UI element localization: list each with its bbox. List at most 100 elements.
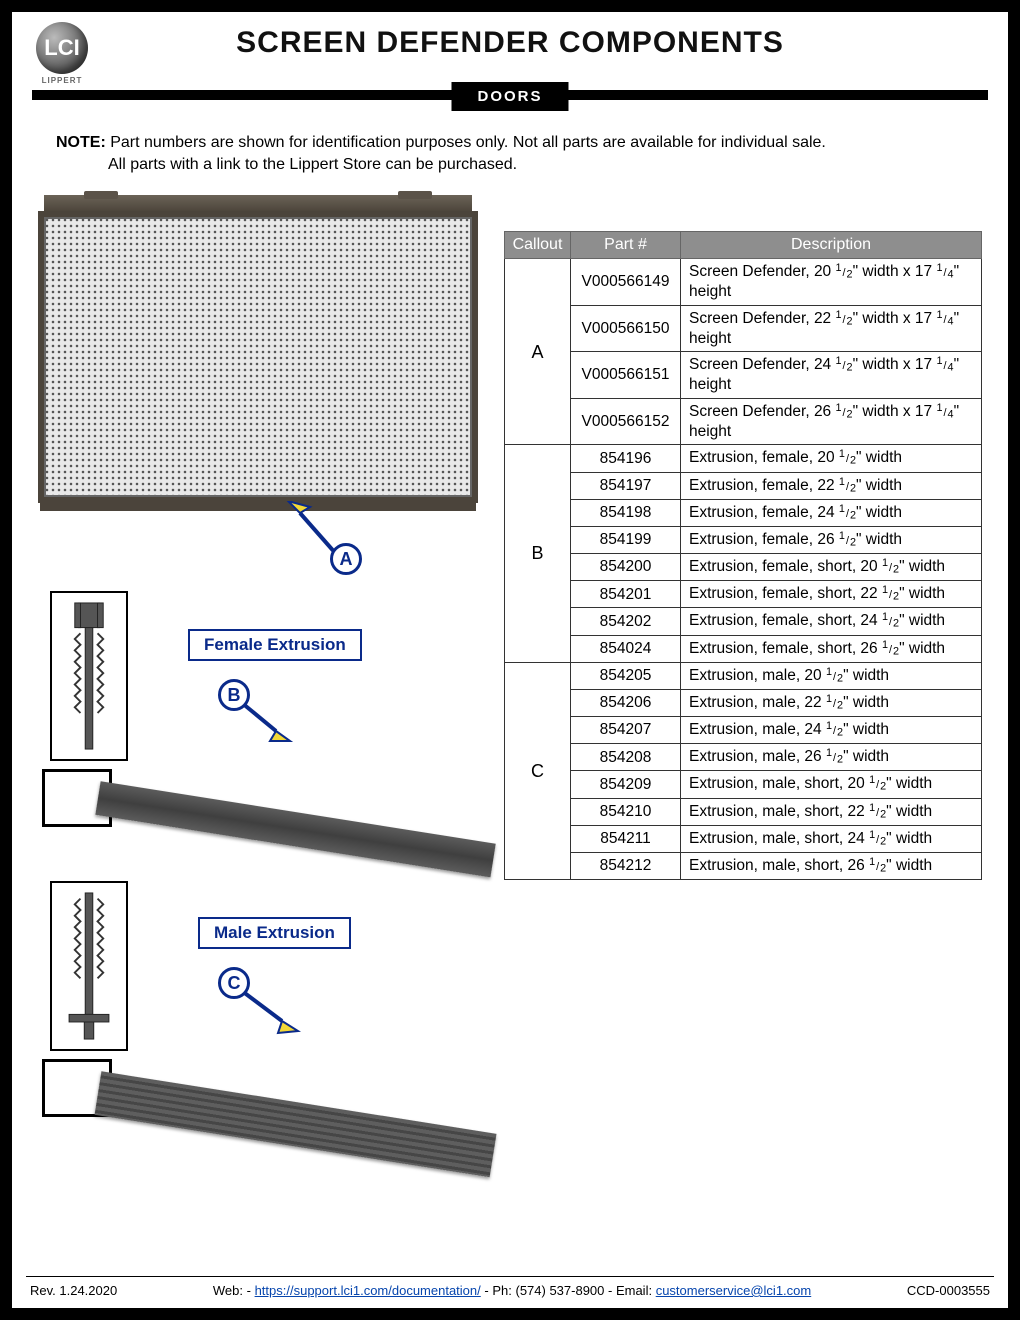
table-row: 854200Extrusion, female, short, 20 1/2" … — [505, 554, 982, 581]
section-stripe: DOORS — [32, 82, 988, 114]
table-row: 854211Extrusion, male, short, 24 1/2" wi… — [505, 825, 982, 852]
footer-phone-label: - Ph: — [484, 1283, 511, 1298]
part-description: Screen Defender, 22 1/2" width x 17 1/4"… — [681, 305, 982, 352]
note-label: NOTE: — [56, 134, 106, 151]
col-part: Part # — [571, 232, 681, 259]
part-description: Screen Defender, 20 1/2" width x 17 1/4"… — [681, 259, 982, 306]
table-body: AV000566149Screen Defender, 20 1/2" widt… — [505, 259, 982, 880]
part-number: 854200 — [571, 554, 681, 581]
part-description: Extrusion, male, short, 24 1/2" width — [681, 825, 982, 852]
part-description: Extrusion, male, short, 22 1/2" width — [681, 798, 982, 825]
table-row: V000566150Screen Defender, 22 1/2" width… — [505, 305, 982, 352]
part-number: 854024 — [571, 635, 681, 662]
part-description: Extrusion, male, short, 26 1/2" width — [681, 852, 982, 879]
parts-table-wrap: Callout Part # Description AV000566149Sc… — [504, 191, 982, 1276]
table-row: 854202Extrusion, female, short, 24 1/2" … — [505, 608, 982, 635]
page: LCI LIPPERT SCREEN DEFENDER COMPONENTS D… — [12, 12, 1008, 1308]
callout-cell: B — [505, 445, 571, 662]
section-badge: DOORS — [451, 82, 568, 111]
table-row: AV000566149Screen Defender, 20 1/2" widt… — [505, 259, 982, 306]
part-description: Extrusion, male, short, 20 1/2" width — [681, 771, 982, 798]
col-callout: Callout — [505, 232, 571, 259]
table-row: 854198Extrusion, female, 24 1/2" width — [505, 499, 982, 526]
male-label: Male Extrusion — [198, 917, 351, 949]
part-number: 854211 — [571, 825, 681, 852]
footer-email-link[interactable]: customerservice@lci1.com — [656, 1283, 812, 1298]
table-row: 854212Extrusion, male, short, 26 1/2" wi… — [505, 852, 982, 879]
screen-defender-figure — [38, 195, 478, 515]
diagram-panel: A Female Extrusi — [38, 191, 494, 1276]
part-number: 854208 — [571, 744, 681, 771]
main-area: A Female Extrusi — [38, 191, 982, 1276]
part-description: Extrusion, female, short, 24 1/2" width — [681, 608, 982, 635]
part-number: V000566149 — [571, 259, 681, 306]
male-profile — [50, 881, 128, 1051]
part-description: Extrusion, female, short, 26 1/2" width — [681, 635, 982, 662]
part-number: 854209 — [571, 771, 681, 798]
part-number: 854199 — [571, 526, 681, 553]
part-number: 854196 — [571, 445, 681, 472]
note-line1: Part numbers are shown for identificatio… — [110, 134, 826, 151]
table-row: 854208Extrusion, male, 26 1/2" width — [505, 744, 982, 771]
callout-cell: A — [505, 259, 571, 445]
table-row: 854199Extrusion, female, 26 1/2" width — [505, 526, 982, 553]
part-number: V000566150 — [571, 305, 681, 352]
callout-a: A — [330, 543, 362, 575]
col-desc: Description — [681, 232, 982, 259]
table-row: 854024Extrusion, female, short, 26 1/2" … — [505, 635, 982, 662]
footer-doc: CCD-0003555 — [907, 1283, 990, 1298]
note-text: NOTE: Part numbers are shown for identif… — [38, 132, 982, 181]
logo-mark: LCI — [36, 22, 88, 74]
part-number: 854197 — [571, 472, 681, 499]
part-description: Extrusion, female, short, 20 1/2" width — [681, 554, 982, 581]
female-profile — [50, 591, 128, 761]
part-number: 854198 — [571, 499, 681, 526]
part-description: Screen Defender, 26 1/2" width x 17 1/4"… — [681, 398, 982, 445]
footer-web-link[interactable]: https://support.lci1.com/documentation/ — [255, 1283, 481, 1298]
part-description: Extrusion, male, 20 1/2" width — [681, 662, 982, 689]
footer-center: Web: - https://support.lci1.com/document… — [127, 1283, 897, 1298]
table-row: 854209Extrusion, male, short, 20 1/2" wi… — [505, 771, 982, 798]
table-row: 854207Extrusion, male, 24 1/2" width — [505, 717, 982, 744]
part-description: Extrusion, male, 22 1/2" width — [681, 689, 982, 716]
table-row: V000566152Screen Defender, 26 1/2" width… — [505, 398, 982, 445]
content: NOTE: Part numbers are shown for identif… — [12, 114, 1008, 1276]
table-header-row: Callout Part # Description — [505, 232, 982, 259]
female-extrusion-bar — [95, 781, 495, 877]
page-title: SCREEN DEFENDER COMPONENTS — [32, 26, 988, 60]
part-number: 854205 — [571, 662, 681, 689]
callout-b: B — [218, 679, 250, 711]
part-number: 854206 — [571, 689, 681, 716]
part-description: Extrusion, female, short, 22 1/2" width — [681, 581, 982, 608]
screen-mesh — [38, 211, 478, 503]
table-row: V000566151Screen Defender, 24 1/2" width… — [505, 352, 982, 399]
screen-bottom-bar — [40, 503, 476, 511]
callout-c: C — [218, 967, 250, 999]
header: LCI LIPPERT SCREEN DEFENDER COMPONENTS D… — [12, 12, 1008, 114]
footer-web-label: Web: - — [213, 1283, 251, 1298]
parts-table: Callout Part # Description AV000566149Sc… — [504, 231, 982, 880]
part-number: V000566151 — [571, 352, 681, 399]
male-extrusion-bar — [95, 1071, 497, 1177]
part-number: 854201 — [571, 581, 681, 608]
footer-rev: Rev. 1.24.2020 — [30, 1283, 117, 1298]
part-description: Extrusion, male, 26 1/2" width — [681, 744, 982, 771]
footer: Rev. 1.24.2020 Web: - https://support.lc… — [26, 1276, 994, 1300]
part-description: Extrusion, female, 24 1/2" width — [681, 499, 982, 526]
part-number: 854202 — [571, 608, 681, 635]
table-row: 854206Extrusion, male, 22 1/2" width — [505, 689, 982, 716]
part-number: 854207 — [571, 717, 681, 744]
part-description: Extrusion, female, 22 1/2" width — [681, 472, 982, 499]
note-line2: All parts with a link to the Lippert Sto… — [56, 154, 964, 176]
table-row: 854210Extrusion, male, short, 22 1/2" wi… — [505, 798, 982, 825]
part-number: 854210 — [571, 798, 681, 825]
part-description: Screen Defender, 24 1/2" width x 17 1/4"… — [681, 352, 982, 399]
part-description: Extrusion, female, 26 1/2" width — [681, 526, 982, 553]
footer-email-label: - Email: — [608, 1283, 652, 1298]
screen-top-bar — [44, 195, 472, 211]
female-label: Female Extrusion — [188, 629, 362, 661]
table-row: B854196Extrusion, female, 20 1/2" width — [505, 445, 982, 472]
part-description: Extrusion, male, 24 1/2" width — [681, 717, 982, 744]
part-number: V000566152 — [571, 398, 681, 445]
table-row: 854201Extrusion, female, short, 22 1/2" … — [505, 581, 982, 608]
